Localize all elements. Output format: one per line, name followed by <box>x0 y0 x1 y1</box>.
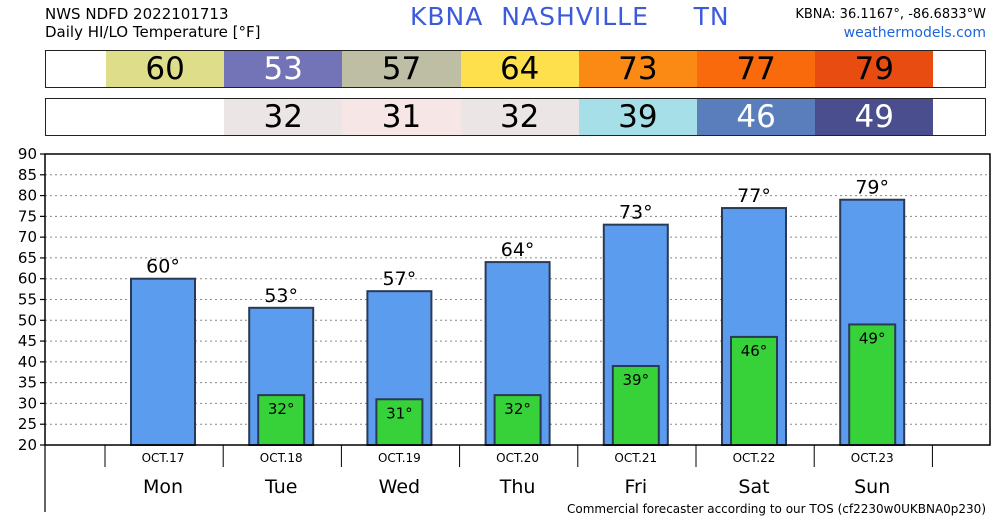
date-label: OCT.19 <box>378 451 421 465</box>
lo-cell-tue: 32 <box>224 99 343 135</box>
y-tick-label: 75 <box>18 207 37 225</box>
plot-frame <box>44 153 991 446</box>
hi-cell-mon: 60 <box>106 51 225 87</box>
y-tick-label: 60 <box>18 270 37 288</box>
y-tick-label: 50 <box>18 311 37 329</box>
lo-cell-fri: 39 <box>578 99 697 135</box>
day-label: Sat <box>738 476 769 498</box>
day-label: Tue <box>264 476 297 498</box>
station-name: NASHVILLE <box>501 2 649 31</box>
station-coords: KBNA: 36.1167°, -86.6833°W <box>795 7 986 22</box>
day-label: Mon <box>143 476 183 498</box>
lo-bar-label: 49° <box>859 329 886 347</box>
hi-cell-fri: 73 <box>578 51 697 87</box>
lo-bar-label: 46° <box>741 342 768 360</box>
hi-cell-thu: 64 <box>460 51 579 87</box>
lo-cell-sun: 49 <box>815 99 934 135</box>
lo-cell-sat: 46 <box>697 99 816 135</box>
date-label: OCT.20 <box>496 451 539 465</box>
lo-cell-thu: 32 <box>460 99 579 135</box>
station-state: TN <box>693 2 730 31</box>
lo-temperature-strip: 32 31 32 39 46 49 <box>45 98 986 136</box>
hi-bar-label: 57° <box>383 268 417 290</box>
hi-bar <box>130 277 196 447</box>
y-tick-label: 65 <box>18 249 37 267</box>
day-label: Wed <box>379 476 420 498</box>
model-run-label: NWS NDFD 2022101713 <box>45 5 229 23</box>
hi-bar-label: 60° <box>146 256 180 278</box>
day-label: Fri <box>624 476 647 498</box>
header-left: NWS NDFD 2022101713 Daily HI/LO Temperat… <box>45 5 261 41</box>
date-label: OCT.17 <box>142 451 185 465</box>
hi-cell-sat: 77 <box>697 51 816 87</box>
lo-bar <box>611 365 660 446</box>
date-label: OCT.21 <box>614 451 657 465</box>
hi-temperature-strip: 60 53 57 64 73 77 79 <box>45 50 986 88</box>
day-label: Thu <box>499 476 536 498</box>
product-label: Daily HI/LO Temperature [°F] <box>45 23 261 41</box>
lo-cell-mon <box>106 99 225 135</box>
y-tick-label: 85 <box>18 166 37 184</box>
y-tick-label: 90 <box>18 145 37 163</box>
footer-note: Commercial forecaster according to our T… <box>566 502 986 516</box>
y-tick-label: 70 <box>18 228 37 246</box>
lo-bar <box>848 323 897 447</box>
site-link[interactable]: weathermodels.com <box>843 25 986 41</box>
y-tick-label: 30 <box>18 394 37 412</box>
lo-bar <box>493 394 542 447</box>
hi-cell-wed: 57 <box>342 51 461 87</box>
date-label: OCT.18 <box>260 451 303 465</box>
hi-bar-label: 73° <box>619 202 653 224</box>
y-tick-label: 45 <box>18 332 37 350</box>
date-label: OCT.23 <box>851 451 894 465</box>
y-tick-label: 20 <box>18 436 37 454</box>
y-tick-label: 40 <box>18 353 37 371</box>
lo-bar <box>730 335 778 446</box>
hi-bar-label: 53° <box>264 285 298 307</box>
station-title: KBNA NASHVILLE TN <box>410 4 730 29</box>
station-id: KBNA <box>410 2 484 31</box>
lo-bar-label: 31° <box>386 404 413 422</box>
header-right: KBNA: 36.1167°, -86.6833°W weathermodels… <box>795 5 986 43</box>
y-tick-label: 80 <box>18 187 37 205</box>
hi-cell-tue: 53 <box>224 51 343 87</box>
date-label: OCT.22 <box>733 451 776 465</box>
day-label: Sun <box>854 476 890 498</box>
lo-cell-wed: 31 <box>342 99 461 135</box>
y-tick-label: 55 <box>18 291 37 309</box>
hi-cell-sun: 79 <box>815 51 934 87</box>
lo-bar-label: 39° <box>623 371 650 389</box>
y-tick-label: 35 <box>18 374 37 392</box>
hi-bar-label: 79° <box>855 177 889 199</box>
lo-bar-label: 32° <box>504 400 531 418</box>
hi-bar-label: 64° <box>501 239 535 261</box>
hi-bar-label: 77° <box>737 185 771 207</box>
lo-bar <box>257 394 306 447</box>
lo-bar-label: 32° <box>268 400 295 418</box>
y-tick-label: 25 <box>18 415 37 433</box>
